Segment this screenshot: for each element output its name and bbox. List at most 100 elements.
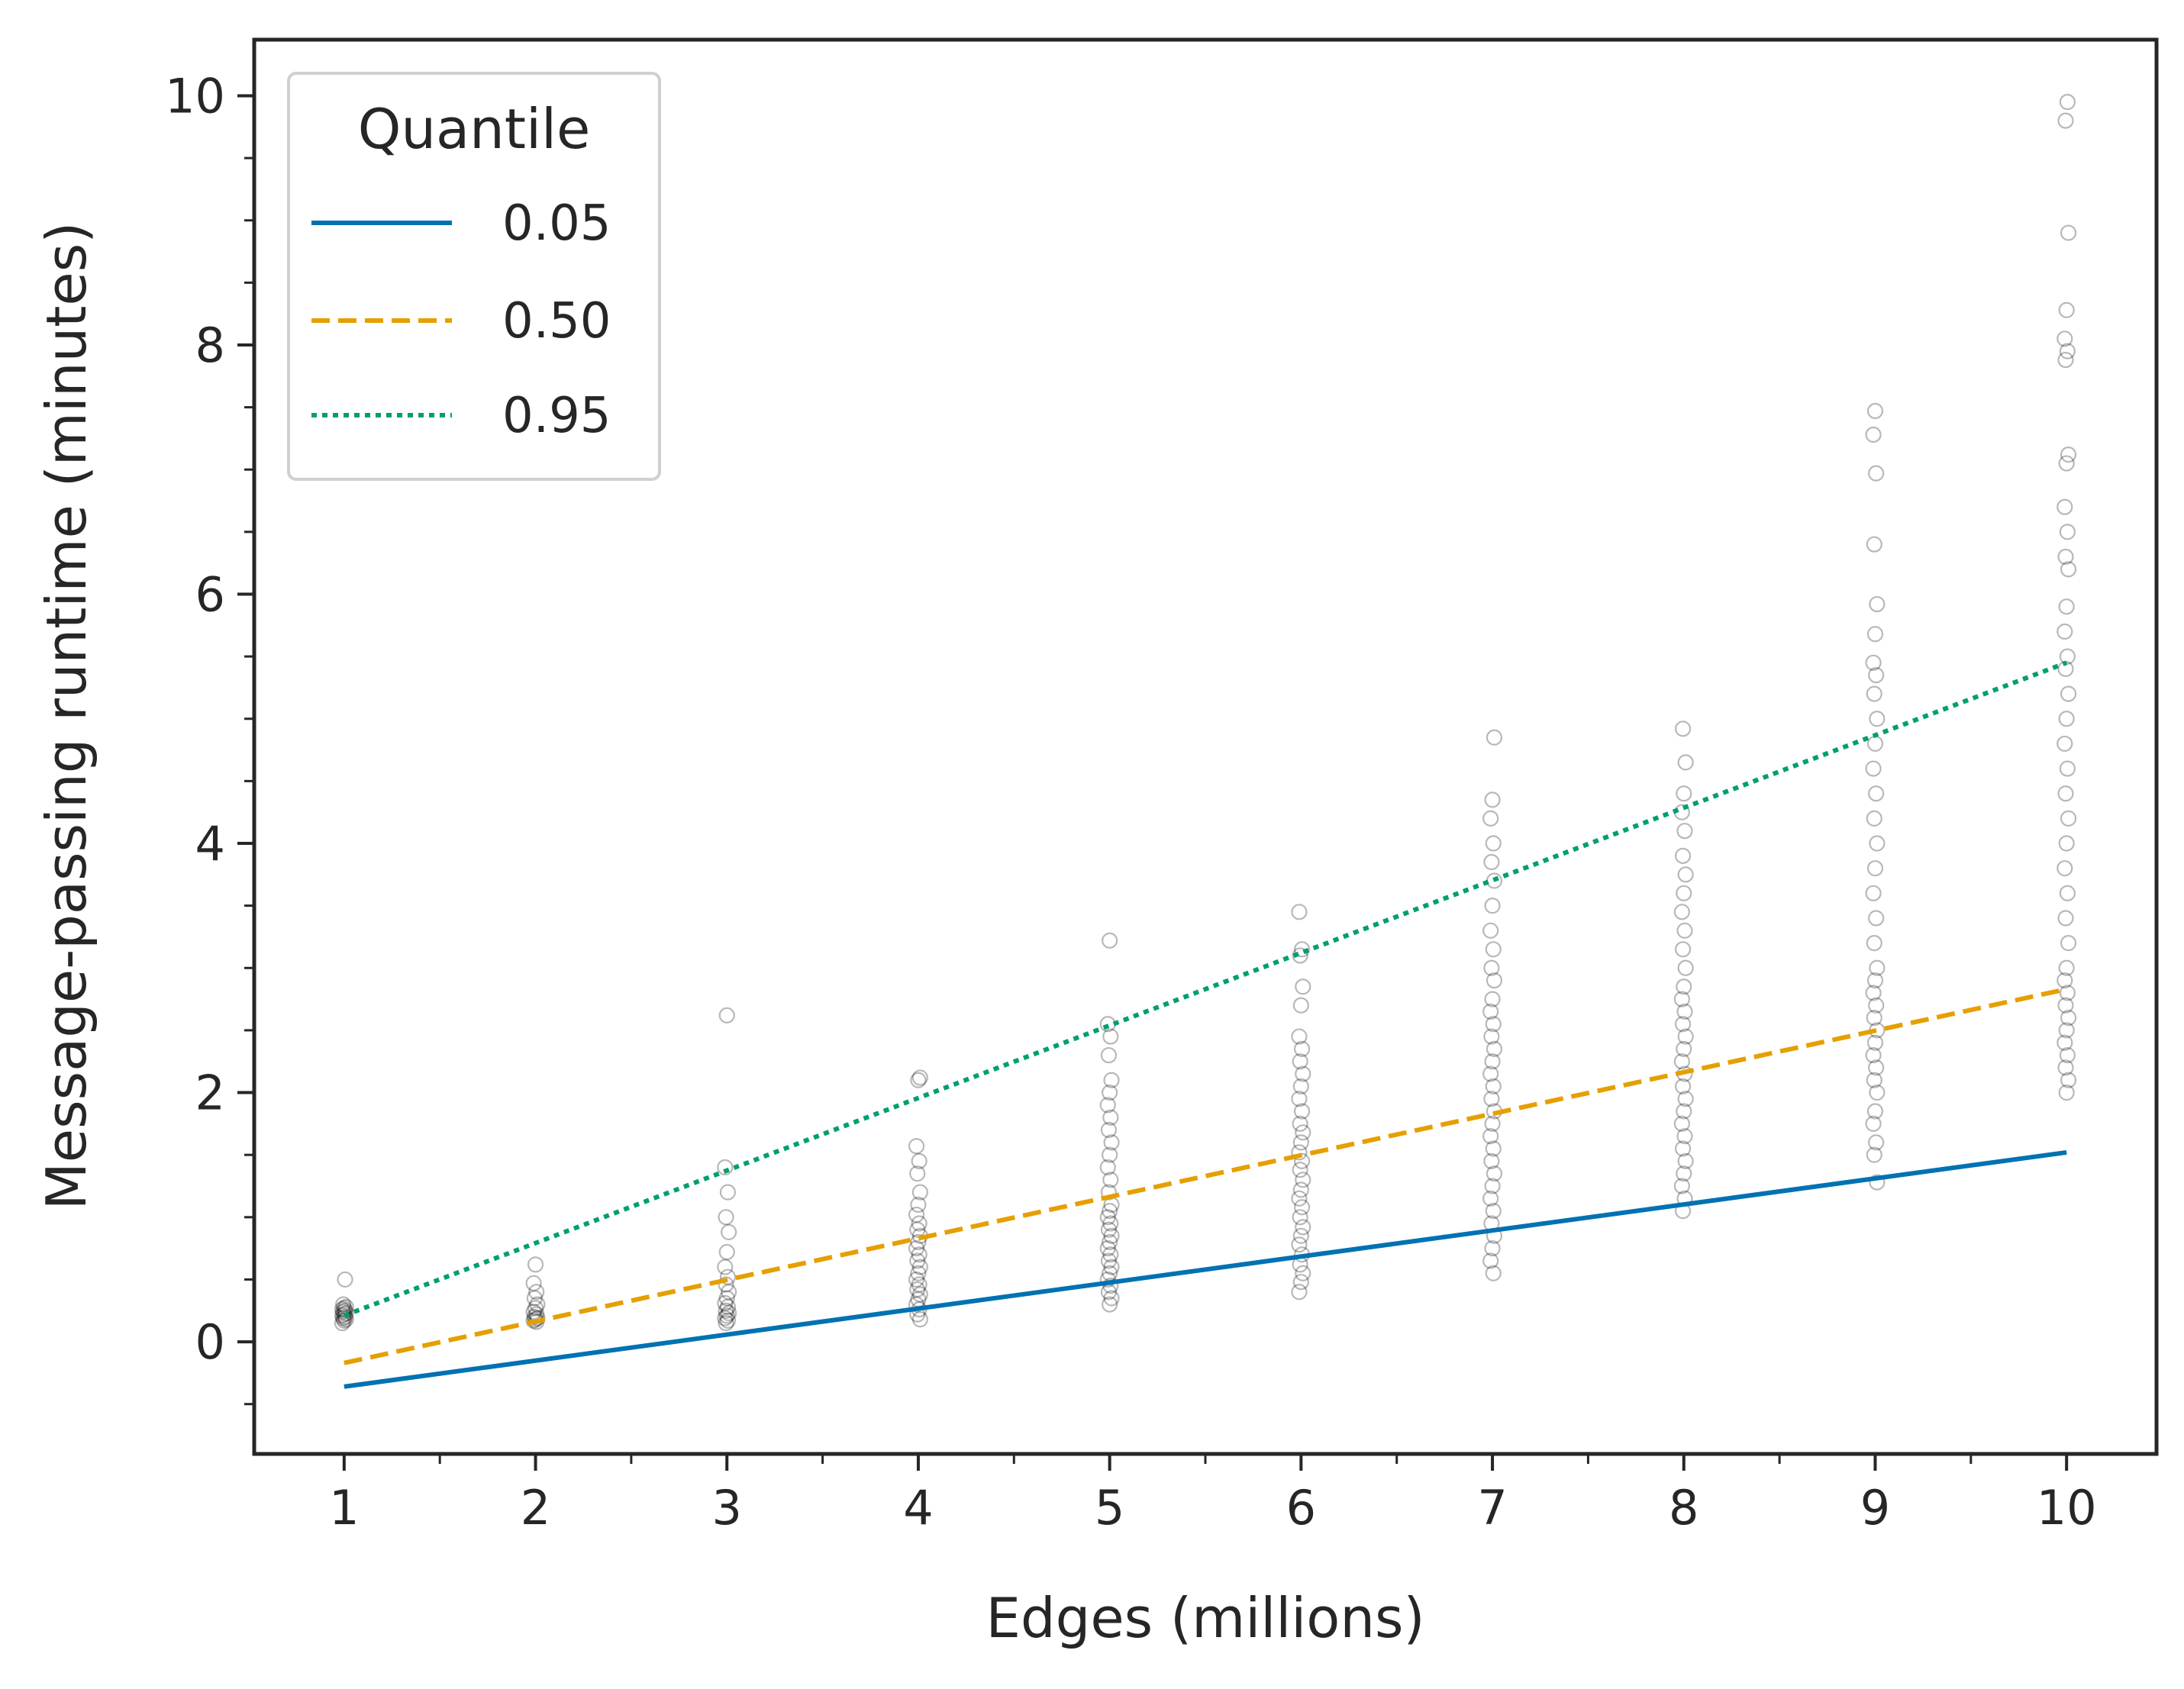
legend-frame [287,72,661,481]
scatter-point [2057,548,2074,566]
scatter-point [2059,94,2076,111]
scatter-point [909,1281,926,1298]
scatter-point [911,1069,928,1086]
scatter-point [1291,1284,1308,1301]
scatter-point [1866,1009,1882,1027]
scatter-point [1865,985,1882,1001]
series-line-005 [344,1149,2067,1389]
lines-layer [343,660,2068,1389]
legend-label-q50: 0.50 [502,293,611,350]
scatter-point [1292,1115,1308,1132]
scatter-point [1676,823,1693,840]
scatter-point [1100,1184,1118,1201]
x-tick-label: 4 [903,1480,933,1536]
scatter-point [1103,1134,1120,1151]
scatter-point [2058,959,2075,976]
scatter-point [911,1311,928,1328]
scatter-point [2058,1022,2075,1039]
scatter-point [1869,1084,1886,1101]
scatter-point [1673,904,1690,920]
scatter-point [718,1314,734,1332]
scatter-point [2057,1034,2073,1051]
scatter-point [1482,1190,1499,1207]
scatter-point [1673,1053,1690,1070]
scatter-point [1485,1140,1502,1157]
scatter-point [2060,561,2077,578]
scatter-point [718,1302,734,1319]
scatter-point [1099,1097,1116,1114]
scatter-point [1866,1034,1884,1051]
series-line-095 [343,660,2068,1318]
scatter-point [1484,1240,1501,1257]
scatter-point [1295,1219,1311,1236]
scatter-point [1677,1028,1694,1045]
scatter-point [1292,1053,1308,1070]
scatter-point [1292,1227,1309,1244]
scatter-point [1485,1203,1502,1220]
scatter-point [1295,1065,1311,1082]
scatter-point [1103,1290,1120,1307]
scatter-point [2057,735,2073,753]
scatter-point [527,1300,544,1317]
scatter-point [1485,1016,1502,1033]
scatter-point [1676,1040,1692,1058]
scatter-point [336,1306,353,1323]
scatter-point [908,1240,925,1257]
scatter-point [1485,1078,1502,1094]
x-tick-label: 5 [1095,1480,1124,1536]
scatter-point [717,1310,734,1326]
scatter-point [1292,947,1308,964]
scatter-point [1677,1091,1694,1107]
scatter-point [2057,1059,2074,1076]
scatter-point [1868,465,1885,482]
x-tick-label: 2 [521,1480,550,1536]
scatter-point [719,1298,737,1315]
scatter-point [1292,1078,1309,1094]
scatter-point [910,1196,927,1214]
scatter-point [1293,941,1311,958]
scatter-point [721,1284,737,1301]
scatter-point [1484,898,1501,914]
scatter-point [2059,648,2076,665]
scatter-point [718,1290,735,1307]
scatter-point [1102,1146,1118,1163]
scatter-point [334,1301,351,1318]
scatter-point [1295,978,1311,995]
scatter-point [1869,835,1886,852]
scatter-point [718,1007,735,1023]
scatter-point [2060,685,2077,702]
y-axis-label: Message-passing runtime (minutes) [34,222,98,1210]
scatter-point [1485,941,1502,958]
scatter-point [1102,1296,1118,1313]
scatter-point [1865,1115,1882,1132]
legend: Quantile 0.05 0.50 0.95 [287,72,661,481]
scatter-point [1677,754,1694,771]
scatter-point [2059,885,2076,901]
scatter-point [1484,1115,1501,1132]
scatter-point [529,1296,546,1313]
scatter-point [1674,1078,1692,1094]
scatter-point [1099,1159,1116,1176]
legend-title: Quantile [358,97,591,161]
scatter-point [2059,985,2076,1001]
x-tick-label: 10 [2037,1480,2097,1536]
scatter-point [2057,910,2074,927]
scatter-point [1291,904,1308,920]
scatter-point [1102,932,1118,949]
x-tick-label: 9 [1860,1480,1890,1536]
scatter-point [1866,536,1882,553]
scatter-point [1673,1178,1690,1194]
scatter-point [1103,1072,1120,1088]
scatter-point [1293,1152,1311,1169]
scatter-point [1103,1227,1120,1244]
scatter-point [1295,1124,1311,1141]
scatter-point [1482,1252,1499,1269]
scatter-point [1292,997,1309,1014]
scatter-point [1485,1265,1502,1281]
scatter-point [1102,1215,1119,1232]
scatter-point [1674,720,1692,737]
scatter-point [1099,1240,1116,1257]
scatter-point [2058,835,2075,852]
scatter-point [1102,1233,1118,1251]
scatter-point [719,1268,737,1285]
